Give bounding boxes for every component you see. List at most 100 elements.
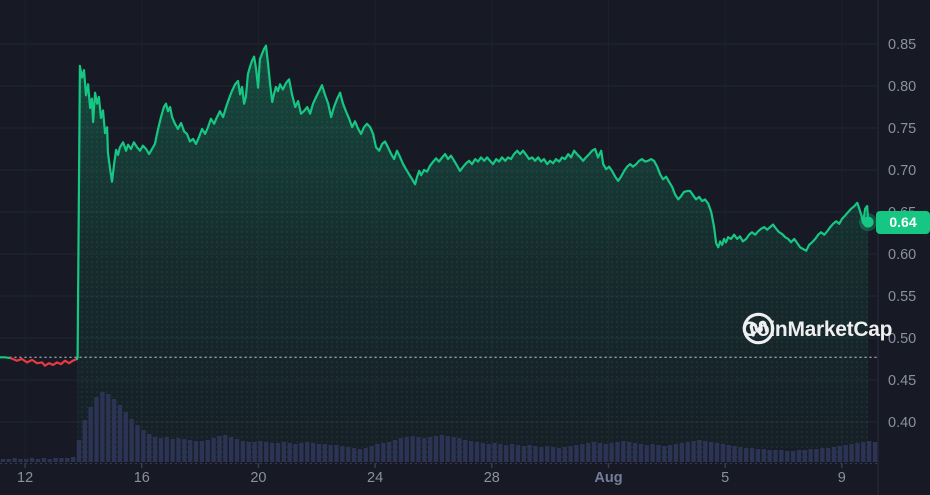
volume-bar	[404, 437, 409, 462]
volume-bar	[755, 449, 761, 462]
y-tick-label: 0.50	[888, 331, 916, 347]
volume-bar	[492, 443, 497, 462]
volume-bar	[47, 459, 52, 462]
volume-bar	[632, 443, 638, 462]
volume-bar	[627, 442, 632, 462]
volume-bar	[246, 442, 251, 462]
volume-bar	[129, 419, 134, 462]
volume-bar	[53, 458, 58, 462]
volume-bar	[451, 437, 456, 462]
volume-bar	[439, 435, 445, 462]
volume-bar	[480, 443, 486, 462]
volume-bar	[316, 444, 322, 462]
x-tick-label: 12	[17, 470, 33, 486]
volume-bar	[714, 443, 720, 462]
volume-bar	[703, 441, 708, 462]
volume-bar	[82, 420, 87, 462]
volume-bar	[164, 437, 169, 462]
volume-bar	[217, 436, 222, 462]
volume-bar	[673, 444, 679, 462]
volume-bar	[662, 446, 667, 462]
volume-bar	[106, 394, 111, 462]
volume-bar	[474, 442, 480, 462]
price-line-up	[0, 356, 13, 360]
volume-bar	[872, 442, 878, 462]
volume-bar	[802, 450, 807, 462]
volume-bar	[831, 447, 837, 462]
volume-bar	[849, 444, 854, 462]
volume-bar	[591, 442, 597, 462]
volume-bar	[287, 443, 292, 462]
volume-bar	[515, 445, 521, 462]
volume-bar	[457, 438, 462, 462]
volume-bar	[562, 447, 567, 462]
volume-bar	[808, 449, 813, 462]
volume-bar	[504, 445, 509, 462]
volume-bar	[170, 439, 175, 462]
last-price-dot	[862, 216, 874, 228]
volume-bar	[656, 445, 661, 462]
volume-bar	[12, 458, 17, 462]
volume-bar	[334, 445, 339, 462]
volume-bar	[826, 448, 831, 462]
price-area-texture	[77, 45, 869, 462]
volume-bar	[779, 450, 784, 462]
volume-bar	[275, 443, 281, 462]
volume-bar	[398, 438, 404, 462]
volume-bar	[785, 451, 790, 462]
volume-bar	[463, 440, 468, 462]
volume-bar	[135, 425, 140, 462]
volume-bar	[117, 405, 123, 462]
volume-bar	[6, 459, 11, 462]
volume-bar	[509, 444, 515, 462]
volume-bar	[310, 443, 316, 462]
volume-bar	[427, 437, 433, 462]
volume-bar	[322, 444, 327, 462]
volume-bar	[375, 444, 380, 462]
volume-bar	[726, 445, 731, 462]
volume-bar	[749, 448, 755, 462]
volume-bar	[0, 459, 6, 462]
volume-bar	[100, 392, 105, 462]
volume-bar	[861, 442, 866, 462]
volume-bar	[252, 442, 257, 462]
volume-bar	[732, 446, 737, 462]
volume-bar	[767, 450, 772, 462]
volume-bar	[88, 407, 93, 462]
volume-bar	[837, 446, 843, 462]
volume-bar	[790, 451, 796, 462]
volume-bar	[697, 440, 702, 462]
volume-bar	[866, 441, 872, 462]
volume-bar	[708, 442, 714, 462]
volume-bar	[486, 444, 491, 462]
y-tick-label: 0.45	[888, 373, 916, 389]
volume-bar	[264, 442, 269, 462]
volume-bar	[176, 438, 181, 462]
volume-bar	[820, 448, 825, 462]
volume-bar	[340, 446, 345, 462]
volume-bar	[328, 445, 333, 462]
volume-bar	[416, 437, 421, 462]
volume-bar	[586, 443, 591, 462]
volume-bar	[199, 441, 205, 462]
volume-bar	[498, 444, 503, 462]
volume-bar	[76, 440, 82, 462]
volume-bar	[240, 441, 246, 462]
volume-bar	[761, 449, 766, 462]
volume-bar	[369, 446, 374, 462]
volume-bar	[94, 397, 99, 462]
x-tick-label: Aug	[594, 470, 622, 486]
volume-bar	[521, 446, 526, 462]
volume-bar	[650, 444, 655, 462]
volume-bar	[814, 449, 819, 462]
y-tick-label: 0.85	[888, 37, 916, 53]
volume-bar	[539, 447, 544, 462]
volume-bar	[679, 443, 685, 462]
volume-bar	[41, 458, 47, 462]
volume-bar	[188, 440, 193, 462]
volume-bar	[299, 443, 304, 462]
volume-bar	[346, 447, 351, 462]
volume-bar	[147, 434, 152, 462]
